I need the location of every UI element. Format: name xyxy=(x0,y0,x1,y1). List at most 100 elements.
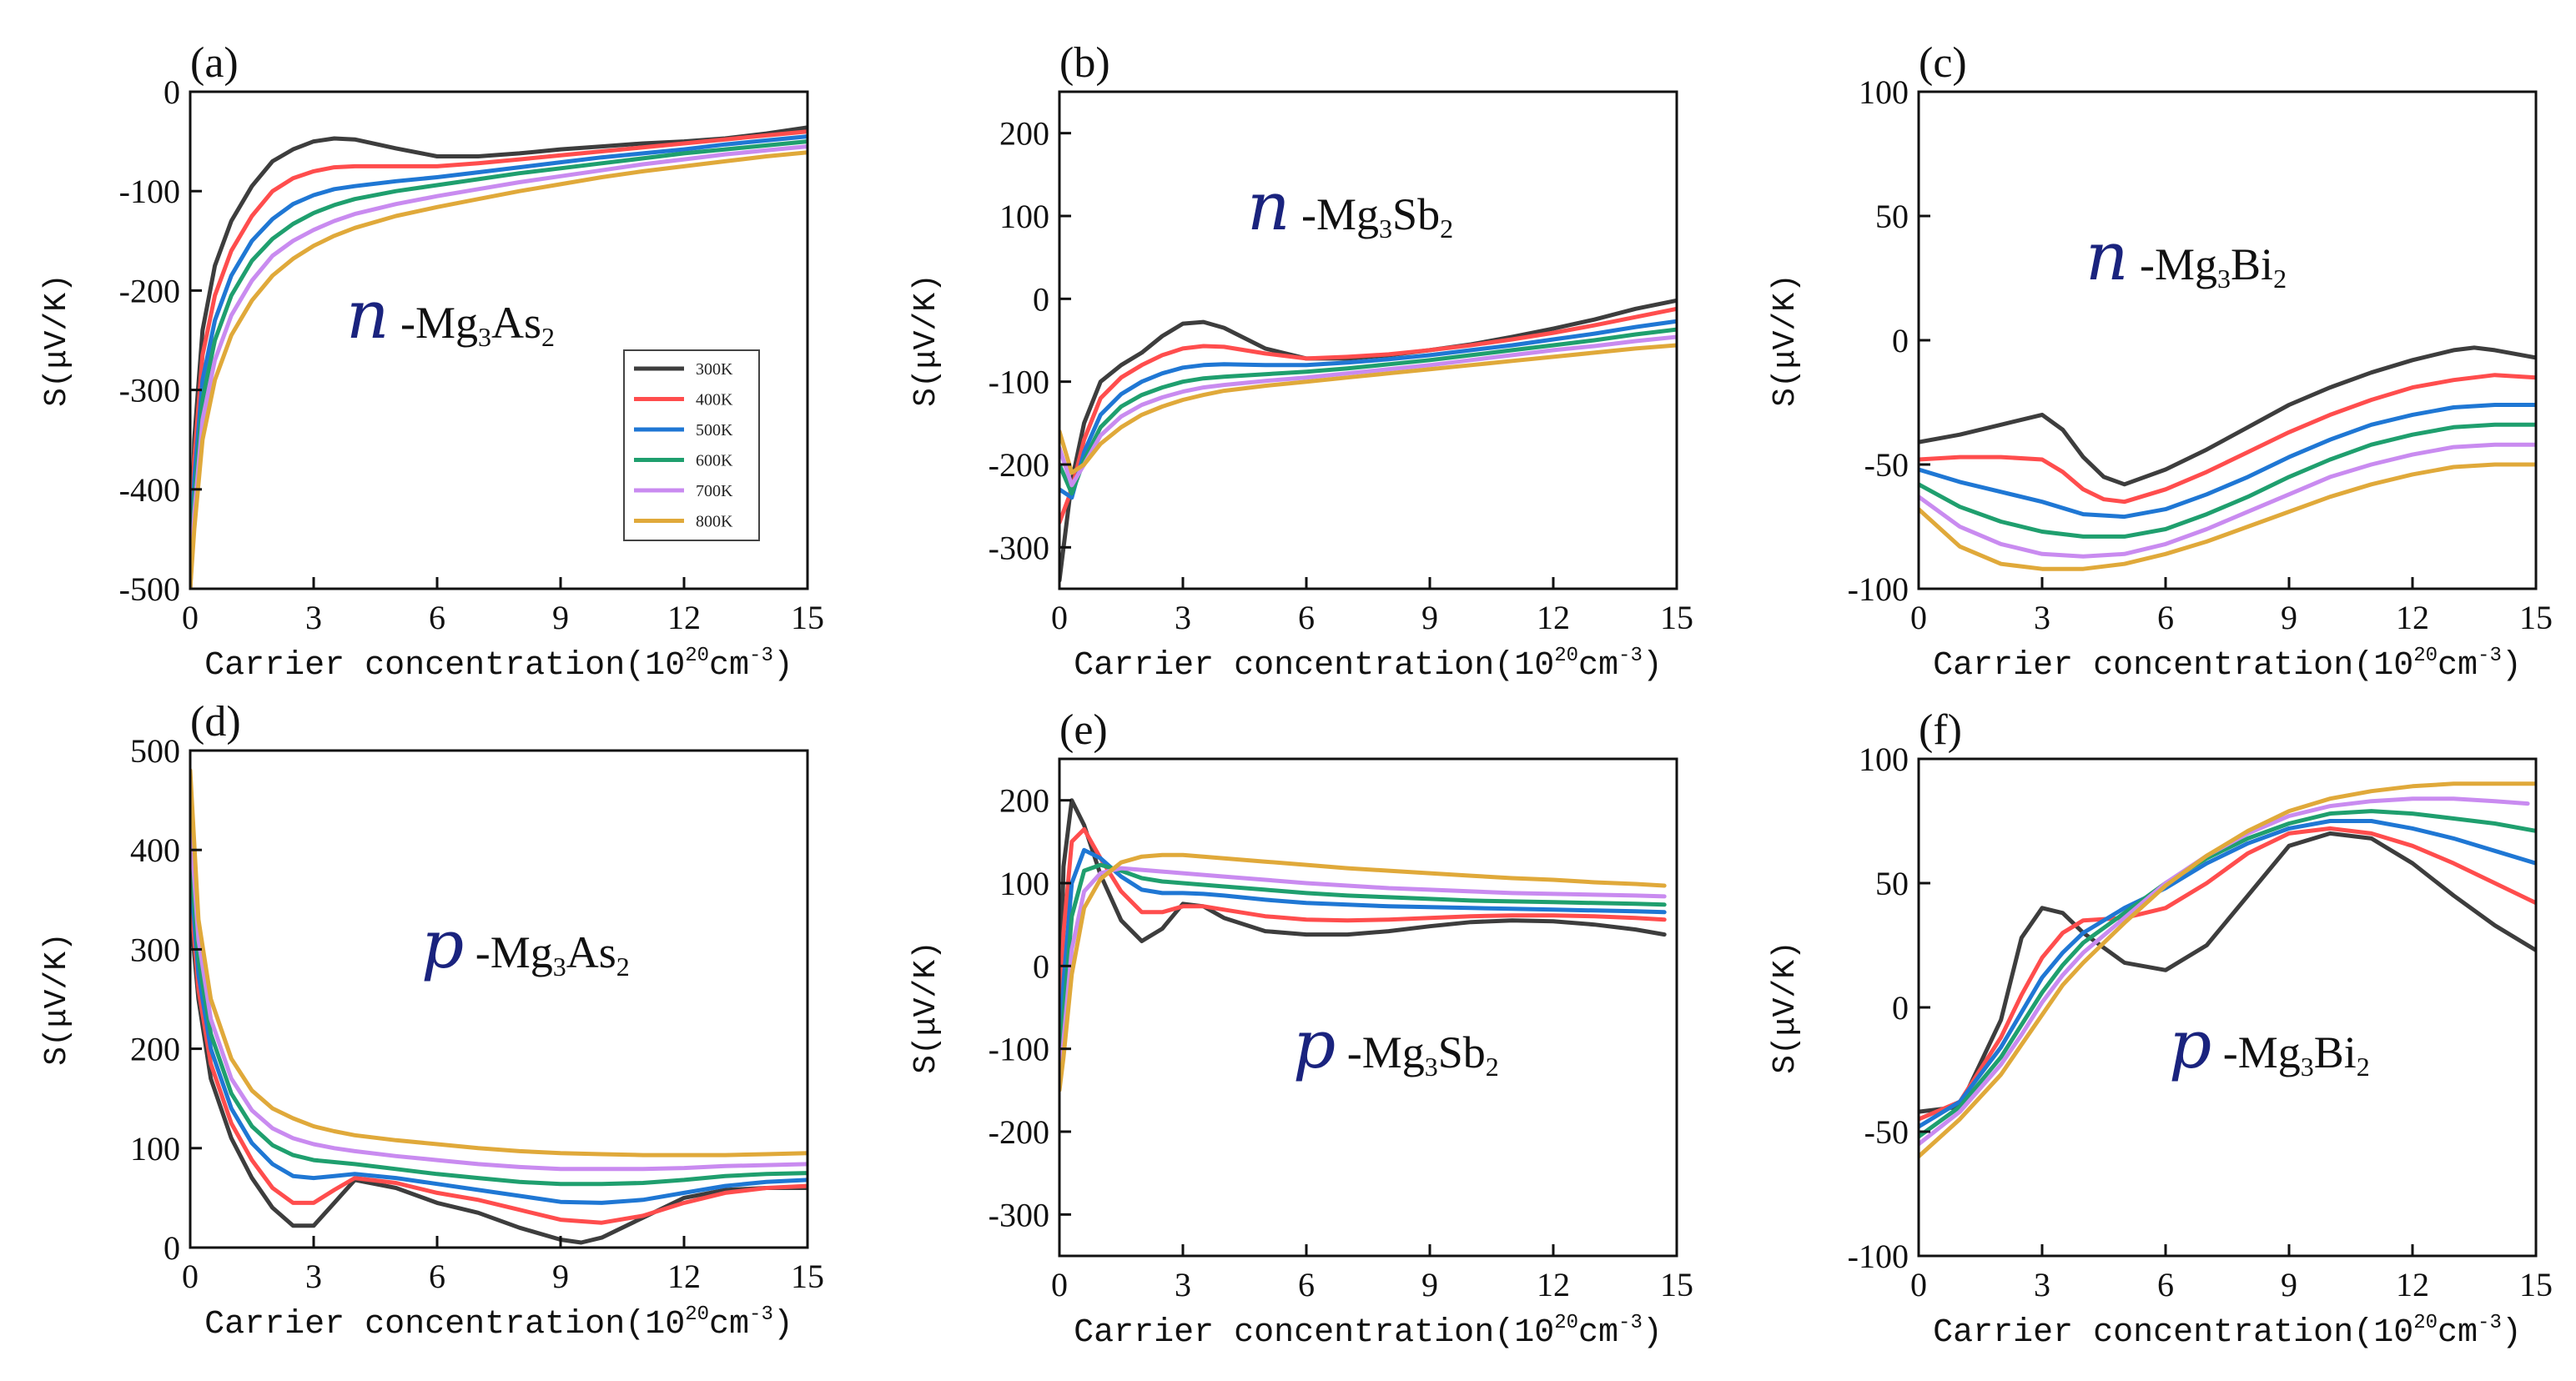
material-element-2: As xyxy=(491,298,541,348)
x-tick-label: 12 xyxy=(1537,599,1570,636)
x-axis-label: Carrier concentration(1020cm-3) xyxy=(204,1303,793,1343)
series-line-700K xyxy=(190,144,808,589)
series-line-800K xyxy=(1919,781,2536,1159)
y-tick-label: 100 xyxy=(1859,741,1909,778)
y-tick-label: -300 xyxy=(119,372,180,409)
x-tick-label: 0 xyxy=(1051,599,1068,636)
x-axis-label-text: Carrier concentration xyxy=(204,1306,625,1343)
y-tick-label: -300 xyxy=(989,529,1049,566)
material-element-2: As xyxy=(566,927,616,977)
x-tick-label: 3 xyxy=(1175,599,1191,636)
y-axis-label: S(μV/K) xyxy=(908,274,944,407)
x-axis-label: Carrier concentration(1020cm-3) xyxy=(1074,1312,1663,1352)
series-line-700K xyxy=(1059,866,1667,1088)
x-tick-label: 12 xyxy=(2396,599,2429,636)
series-line-700K xyxy=(1919,442,2536,559)
material-subscript-2: 2 xyxy=(1486,1052,1499,1082)
panel-label: (b) xyxy=(1059,39,1110,87)
x-tick-label: 3 xyxy=(2034,1266,2050,1303)
panel-f: 0 3 6 9 12 15 -100 -50 0 50 100 (f) Carrier concentr… xyxy=(1768,706,2553,1352)
series-line-300K xyxy=(1059,298,1677,583)
x-tick-label: 3 xyxy=(1175,1266,1191,1303)
material-element: -Mg xyxy=(1291,189,1380,239)
x-axis-unit: (10 xyxy=(2353,1314,2413,1352)
series-line-600K xyxy=(1919,422,2536,539)
y-tick-label: 0 xyxy=(1033,280,1049,318)
x-tick-label: 12 xyxy=(667,599,701,636)
panel-label: (d) xyxy=(190,698,241,746)
x-axis-label: Carrier concentration(1020cm-3) xyxy=(1074,645,1663,685)
x-axis-sup-neg3: -3 xyxy=(1618,1312,1643,1334)
y-axis-label: S(μV/K) xyxy=(908,941,944,1074)
series-line-800K xyxy=(1059,852,1667,1092)
material-subscript: 3 xyxy=(553,952,566,982)
series-line-600K xyxy=(1059,862,1667,1080)
y-tick-label: 100 xyxy=(999,865,1049,902)
series-line-500K xyxy=(1059,847,1667,1067)
series-line-400K xyxy=(1919,826,2536,1122)
y-axis-label: S(μV/K) xyxy=(1768,941,1804,1074)
x-axis-label-text: Carrier concentration xyxy=(1074,647,1494,685)
series-line-500K xyxy=(190,867,808,1205)
y-tick-label: -200 xyxy=(989,1113,1049,1151)
series-line-400K xyxy=(190,887,808,1225)
material-subscript-2: 2 xyxy=(2273,264,2287,294)
y-tick-label: 100 xyxy=(999,198,1049,235)
y-axis-label: S(μV/K) xyxy=(39,274,75,407)
y-tick-label: -50 xyxy=(1864,1113,1909,1151)
material-subscript-2: 2 xyxy=(1440,213,1453,244)
y-tick-label: -200 xyxy=(989,446,1049,484)
y-tick-label: 0 xyxy=(1033,947,1049,985)
x-axis-sup-exp: 20 xyxy=(685,1303,709,1326)
series-line-600K xyxy=(190,139,808,589)
series-line-300K xyxy=(1919,831,2536,1114)
material-element-2: Sb xyxy=(1438,1027,1486,1077)
plot-frame xyxy=(1058,757,1678,1258)
x-tick-label: 15 xyxy=(791,1258,824,1295)
panel-d: 0 3 6 9 12 15 0 100 200 300 400 500 (d) Carrier conce… xyxy=(39,698,824,1343)
panel-label: (a) xyxy=(190,39,239,87)
panel-label: (f) xyxy=(1919,706,1962,754)
carrier-type: n xyxy=(1247,168,1291,245)
x-axis-label-text: Carrier concentration xyxy=(1074,1314,1494,1352)
x-tick-label: 0 xyxy=(1910,599,1927,636)
y-tick-label: 200 xyxy=(999,115,1049,153)
panel-a: 0 3 6 9 12 15 -500 -400 -300 -200 -100 0 (a) Carrier … xyxy=(39,39,824,685)
series-line-500K xyxy=(1919,819,2536,1129)
x-axis-unit-cm: cm xyxy=(1578,647,1618,685)
carrier-type: p xyxy=(2169,1006,2211,1083)
x-axis-unit-cm: cm xyxy=(1578,1314,1618,1352)
legend-label: 800K xyxy=(696,513,733,531)
series-line-400K xyxy=(1919,373,2536,505)
legend-label: 600K xyxy=(696,452,733,470)
y-tick-label: 100 xyxy=(1859,73,1909,111)
series-line-500K xyxy=(190,134,808,589)
x-axis-sup-exp: 20 xyxy=(685,645,709,667)
x-axis-unit-cm: cm xyxy=(2438,1314,2478,1352)
y-tick-label: 200 xyxy=(130,1031,180,1068)
x-tick-label: 3 xyxy=(2034,599,2050,636)
material-annotation: n -Mg3Sb2 xyxy=(1247,168,1453,245)
y-tick-label: 50 xyxy=(1875,198,1909,235)
x-axis-unit: (10 xyxy=(2353,647,2413,685)
series-line-700K xyxy=(1059,334,1677,488)
x-axis-label-text: Carrier concentration xyxy=(1933,1314,2353,1352)
x-tick-label: 15 xyxy=(1660,599,1693,636)
x-axis-sup-exp: 20 xyxy=(2413,1312,2438,1334)
x-tick-label: 3 xyxy=(305,599,322,636)
x-tick-label: 6 xyxy=(429,599,445,636)
x-tick-label: 15 xyxy=(791,599,824,636)
x-axis-unit: (10 xyxy=(625,647,685,685)
material-element: -Mg xyxy=(464,927,553,977)
material-element-2: Bi xyxy=(2314,1027,2357,1077)
x-axis-sup-exp: 20 xyxy=(1554,1312,1578,1334)
y-tick-label: -400 xyxy=(119,471,180,509)
x-tick-label: 12 xyxy=(2396,1266,2429,1303)
x-axis-unit: (10 xyxy=(1494,647,1554,685)
x-axis-label-text: Carrier concentration xyxy=(1933,647,2353,685)
series-line-400K xyxy=(190,129,808,589)
x-axis-sup-neg3: -3 xyxy=(749,1303,773,1326)
x-axis-close: ) xyxy=(2502,1314,2522,1352)
x-axis-unit-cm: cm xyxy=(2438,647,2478,685)
